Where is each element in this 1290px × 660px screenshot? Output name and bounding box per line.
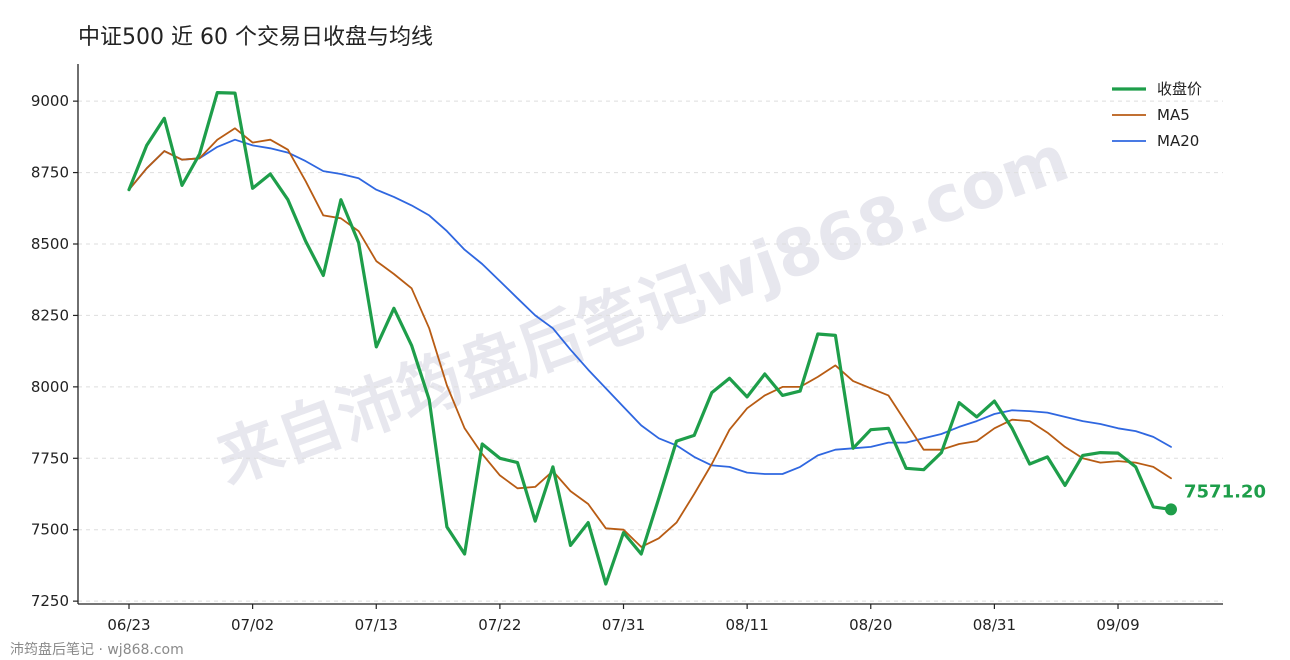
legend-label: MA5 [1157, 106, 1190, 124]
y-grid [78, 100, 1223, 602]
x-tick-label: 08/20 [849, 616, 892, 634]
y-tick-label: 7250 [31, 592, 69, 610]
x-tick-label: 07/31 [602, 616, 645, 634]
footer-credit: 沛筠盘后笔记 · wj868.com [10, 641, 184, 658]
y-tick-label: 8500 [31, 235, 69, 253]
chart-title: 中证500 近 60 个交易日收盘与均线 [78, 25, 433, 50]
legend-label: 收盘价 [1157, 80, 1202, 98]
x-tick-label: 07/02 [231, 616, 274, 634]
legend-label: MA20 [1157, 132, 1199, 150]
last-value-label: 7571.20 [1184, 481, 1266, 502]
series-layer [127, 90, 1173, 586]
y-tick-label: 8750 [31, 164, 69, 182]
y-tick-label: 9000 [31, 92, 69, 110]
ma20-line [128, 138, 1172, 475]
x-tick-label: 06/23 [107, 616, 150, 634]
last-point-layer: 7571.20 [1165, 481, 1266, 516]
x-tick-label: 07/13 [355, 616, 398, 634]
y-tick-label: 7500 [31, 521, 69, 539]
close-price-line [127, 90, 1173, 586]
y-tick-label: 8250 [31, 306, 69, 324]
ma5-line [128, 127, 1172, 548]
y-tick-label: 8000 [31, 378, 69, 396]
y-axis: 7250 7500 7750 8000 8250 8500 8750 9000 [31, 64, 79, 610]
x-tick-label: 09/09 [1096, 616, 1139, 634]
x-axis: 06/23 07/02 07/13 07/22 07/31 08/11 08/20 08/31… [78, 603, 1223, 634]
legend: 收盘价 MA5 MA20 [1112, 80, 1202, 150]
last-point-marker [1165, 503, 1177, 516]
y-tick-label: 7750 [31, 449, 69, 467]
x-tick-label: 08/31 [973, 616, 1016, 634]
x-tick-label: 08/11 [726, 616, 769, 634]
x-tick-label: 07/22 [478, 616, 521, 634]
watermark-text: 来自沛筠盘后笔记wj868.com [208, 122, 1079, 499]
